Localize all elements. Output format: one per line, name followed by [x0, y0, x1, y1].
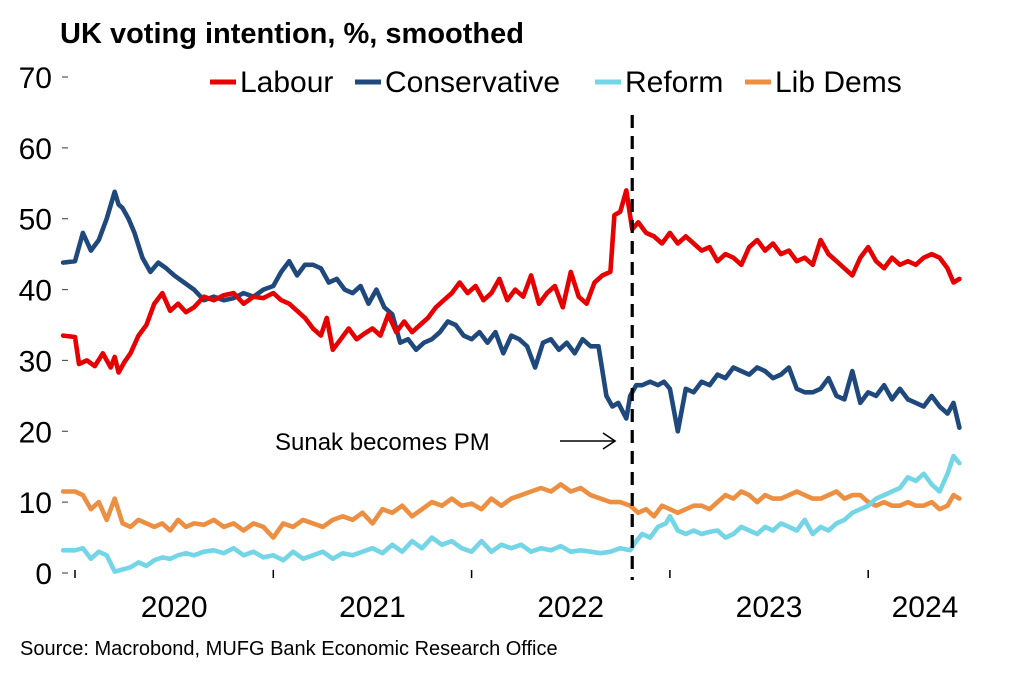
legend-label-reform: Reform [625, 66, 723, 99]
x-tick-label: 2022 [537, 591, 604, 624]
sunak-annotation-label: Sunak becomes PM [275, 429, 490, 456]
x-axis: 2020 2021 2022 2023 2024 [74, 570, 959, 624]
x-tick-label: 2021 [339, 591, 406, 624]
x-tick-label: 2024 [892, 591, 959, 624]
series-line-reform [60, 453, 962, 574]
y-axis: 0 10 20 30 40 50 60 70 [19, 62, 68, 591]
sunak-annotation: Sunak becomes PM [275, 115, 634, 580]
series-line-lib-dems [60, 482, 962, 540]
y-tick-label: 0 [35, 558, 52, 591]
series-line-labour [60, 188, 962, 375]
chart-title: UK voting intention, %, smoothed [60, 18, 524, 50]
y-tick-label: 50 [19, 204, 52, 237]
series-line-conservative [60, 189, 962, 434]
source-note: Source: Macrobond, MUFG Bank Economic Re… [20, 638, 558, 660]
x-tick-label: 2020 [141, 591, 208, 624]
y-tick-label: 60 [19, 133, 52, 166]
y-tick-label: 70 [19, 62, 52, 95]
legend: Labour Conservative Reform Lib Dems [210, 66, 902, 99]
legend-label-conservative: Conservative [385, 66, 560, 99]
y-tick-label: 30 [19, 345, 52, 378]
legend-label-labour: Labour [240, 66, 333, 99]
annotation-arrow-head [602, 432, 617, 450]
series-layer [60, 188, 962, 574]
y-tick-label: 20 [19, 416, 52, 449]
y-tick-label: 10 [19, 487, 52, 520]
x-tick-label: 2023 [736, 591, 803, 624]
y-tick-label: 40 [19, 275, 52, 308]
legend-label-lib-dems: Lib Dems [775, 66, 902, 99]
